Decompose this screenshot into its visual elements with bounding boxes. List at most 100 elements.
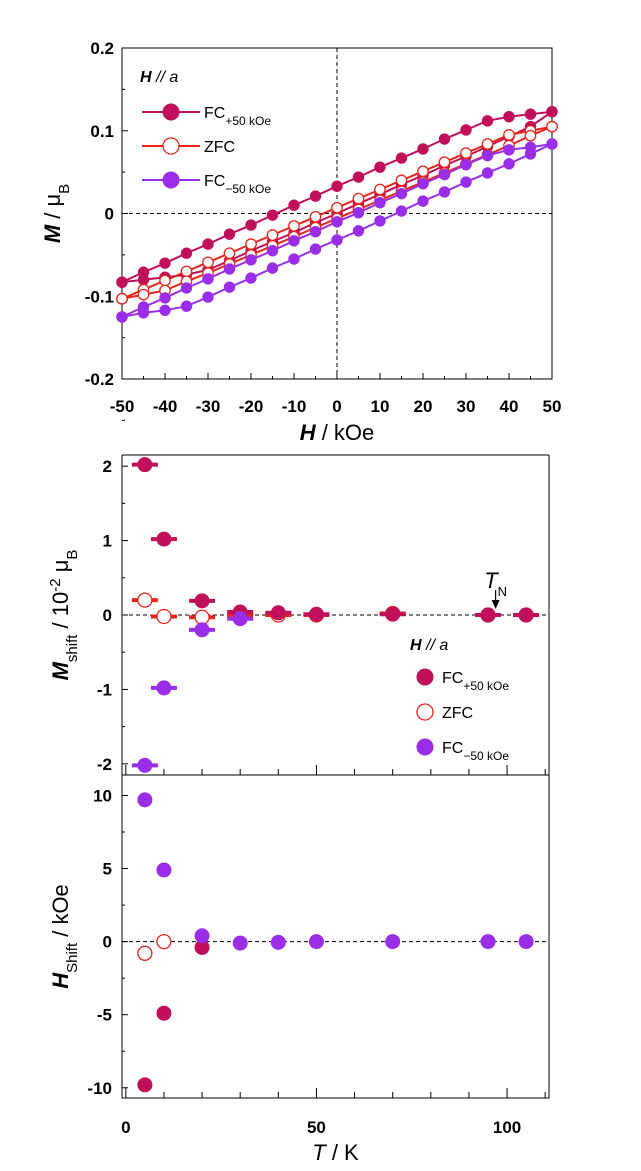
x-axis-label: T / K [312, 1140, 359, 1165]
data-point [288, 220, 300, 232]
data-point [180, 247, 193, 259]
legend-main: FC [204, 173, 225, 190]
x-axis-unit: / K [326, 1140, 359, 1165]
series-2 [137, 792, 534, 951]
data-point [270, 934, 286, 950]
data-point [266, 262, 279, 274]
data-point [137, 945, 153, 961]
data-point [180, 265, 193, 278]
data-point [331, 201, 343, 214]
legend-main: FC [204, 105, 225, 122]
legend-title-rest: // a [422, 637, 449, 654]
legend-sub: −50 kOe [463, 749, 509, 763]
y-tick-label: 5 [103, 860, 112, 879]
data-point [116, 292, 128, 305]
data-point [481, 115, 494, 127]
y-axis-sub: B [56, 184, 73, 194]
data-point [481, 138, 494, 150]
data-point [266, 229, 279, 241]
data-point [546, 106, 558, 118]
data-point [460, 176, 472, 188]
legend-label: FC+50 kOe [204, 105, 271, 128]
data-point [331, 216, 343, 228]
data-point [480, 607, 496, 623]
data-point [385, 934, 401, 950]
data-point [202, 291, 214, 303]
data-point [352, 171, 365, 183]
data-point [232, 935, 248, 951]
data-point [546, 138, 558, 150]
data-point [331, 180, 343, 192]
data-point [137, 792, 153, 808]
series-2 [116, 138, 558, 323]
data-point [232, 611, 248, 627]
data-point [137, 457, 153, 473]
data-point [309, 243, 322, 255]
data-point [137, 592, 153, 608]
data-point [245, 238, 257, 250]
data-point [309, 210, 322, 223]
x-tick-label: 50 [543, 397, 562, 416]
data-point [438, 133, 451, 145]
mh-loop-panel: 0.2 0.1 0 -0.1 -0.2 -50 -40 -30 -20 -10 0 10 20 30 40 5… [40, 39, 561, 445]
data-point [194, 622, 210, 638]
legend-marker [416, 668, 434, 686]
legend-sub: −50 kOe [225, 182, 271, 196]
data-point [159, 292, 171, 304]
data-point [159, 274, 171, 287]
y-tick-label: -1 [97, 680, 112, 699]
data-point [518, 934, 534, 950]
data-point [395, 187, 408, 200]
data-point [156, 933, 172, 950]
data-point [309, 190, 322, 202]
data-point [180, 282, 193, 294]
y-axis-label: Mshift / 10-2 μB [47, 550, 81, 681]
y-axis-var: M [48, 661, 73, 680]
y-tick-label: 0 [103, 933, 112, 952]
data-point [374, 183, 386, 196]
data-point [202, 273, 214, 285]
data-point [202, 256, 214, 269]
series-2 [131, 611, 254, 773]
x-tick-label: 40 [500, 397, 519, 416]
data-point [352, 206, 365, 219]
y-tick-label: 0 [103, 606, 112, 625]
data-point [417, 195, 429, 207]
data-point [438, 156, 451, 169]
data-point [503, 144, 515, 156]
series-0 [137, 939, 210, 1093]
data-point [266, 209, 279, 221]
data-point [245, 219, 257, 231]
legend-sub: +50 kOe [225, 114, 271, 128]
data-point [438, 168, 451, 181]
data-point [202, 238, 214, 250]
data-point [180, 300, 193, 312]
y-tick-label: 2 [103, 457, 112, 476]
legend-marker [162, 137, 180, 155]
legend-marker [416, 703, 434, 721]
data-point [159, 257, 171, 269]
data-point [460, 158, 472, 171]
y-tick-label: 0.1 [90, 122, 114, 141]
x-tick-label: 0 [121, 1118, 130, 1137]
data-point [137, 288, 150, 301]
data-point [156, 1005, 172, 1021]
data-point [245, 254, 257, 266]
data-point [385, 606, 401, 622]
data-point [116, 311, 128, 323]
data-point [374, 161, 386, 173]
x-tick-label: -40 [153, 397, 178, 416]
x-tick-label: 10 [371, 397, 390, 416]
data-point [374, 197, 386, 209]
tn-var: T [484, 568, 499, 593]
data-point [223, 263, 236, 275]
data-point [460, 147, 472, 159]
plot-frame [121, 774, 550, 1099]
x-tick-label: 30 [457, 397, 476, 416]
data-point [156, 531, 172, 547]
data-point [417, 165, 429, 178]
